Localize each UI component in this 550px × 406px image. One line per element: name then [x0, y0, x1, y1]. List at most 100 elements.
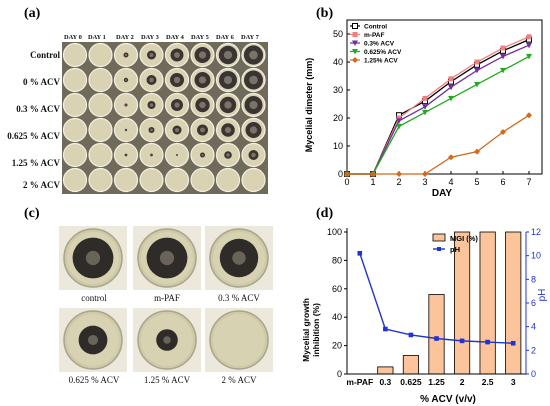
legend-label-mgi: MGI (%): [450, 234, 478, 243]
ph-point: [459, 338, 465, 344]
caption-control: control: [81, 293, 107, 303]
petri-dish: [62, 67, 88, 93]
day-label-4: DAY 4: [166, 34, 184, 41]
x-tick-label: 0.625: [400, 377, 422, 387]
mgi-bar: [428, 294, 445, 375]
data-point: [422, 171, 428, 177]
y2-tick-label: 12: [531, 227, 541, 237]
row-label-control: Control: [30, 50, 60, 60]
day-label-6: DAY 6: [216, 34, 234, 41]
petri-dish: [139, 167, 164, 193]
legend-label: 0.625% ACV: [364, 49, 402, 56]
colony-center: [87, 334, 99, 346]
colony-center: [150, 128, 153, 132]
y-tick-label: 10: [333, 141, 343, 151]
colony-center: [226, 153, 230, 157]
panel-label-a: (a): [24, 6, 41, 21]
ph-point: [485, 339, 490, 345]
data-point: [526, 42, 532, 49]
colony-center: [125, 129, 127, 131]
day-label-1: DAY 1: [88, 34, 106, 41]
x-tick-label: 3: [422, 177, 427, 187]
legend-marker: [352, 57, 358, 63]
colony-center: [85, 250, 101, 266]
chart-d-ylabel-left: Mycelial growthinhibition (%): [301, 298, 321, 362]
petri-dish: [62, 142, 88, 168]
legend-marker: [352, 32, 358, 37]
x-tick-label: 6: [500, 177, 505, 187]
y-tick-label: 20: [333, 113, 343, 123]
inoculum-plug: [150, 153, 153, 157]
data-point: [526, 112, 532, 119]
colony-center: [224, 101, 232, 109]
mgi-ph-chart: Mycelial growthinhibition (%) pH % ACV (…: [301, 227, 548, 405]
colony-center: [163, 336, 171, 344]
row-label-0.3-acv: 0.3 % ACV: [16, 104, 60, 114]
ph-point: [434, 336, 439, 341]
chart-d-xlabel: % ACV (v/v): [420, 394, 476, 405]
petri-dish: [62, 117, 88, 143]
colony-center: [149, 103, 154, 107]
colony-center: [174, 52, 180, 58]
data-point: [500, 45, 506, 51]
x-tick-label: 7: [526, 177, 531, 187]
y-tick-label: 0: [337, 369, 342, 379]
colony-center: [125, 79, 127, 81]
chart-b-ylabel: Mycelial dimeter (mm): [304, 58, 314, 153]
x-tick-label: 0.3: [379, 377, 391, 387]
ph-point: [383, 326, 388, 332]
x-tick-label: 2: [396, 177, 401, 187]
caption-m-paf: m-PAF: [154, 293, 180, 303]
y2-tick-label: 6: [531, 298, 536, 308]
series-line: [347, 44, 530, 175]
x-tick-label: m-PAF: [346, 377, 373, 387]
row-label-0.625-acv: 0.625 % ACV: [7, 131, 60, 141]
data-point: [396, 118, 402, 124]
data-point: [500, 129, 506, 135]
petri-dish: [62, 92, 88, 118]
petri-dish: [62, 167, 88, 193]
colony-center: [174, 127, 180, 133]
colony-center: [223, 75, 233, 85]
y-tick-label: 20: [332, 341, 342, 351]
petri-dish-grid: [62, 42, 268, 194]
petri-dish: [88, 42, 113, 68]
colony-center: [224, 126, 232, 134]
ph-point: [510, 340, 516, 346]
x-tick-label: 1.25: [428, 377, 445, 387]
y-tick-label: 50: [333, 29, 343, 39]
data-point: [344, 171, 350, 177]
panel-label-d: (d): [316, 206, 334, 221]
y-tick-label: 40: [332, 312, 342, 322]
y-tick-label: 0: [338, 169, 343, 179]
colony-center: [232, 251, 246, 265]
caption-2-acv: 2 % ACV: [221, 375, 257, 385]
day-label-3: DAY 3: [141, 34, 159, 41]
petri-dish: [88, 67, 113, 93]
colony-center: [249, 75, 258, 85]
colony-center: [176, 154, 178, 156]
day-label-2: DAY 2: [116, 34, 134, 41]
data-point: [396, 123, 402, 130]
mgi-bar: [377, 366, 394, 375]
data-point: [474, 67, 480, 74]
mgi-bar: [479, 231, 496, 375]
colony-center: [249, 50, 258, 60]
mgi-bar: [402, 355, 419, 375]
data-point: [396, 115, 402, 121]
data-point: [526, 53, 532, 60]
legend-marker-ph: [437, 247, 441, 251]
colony-center: [249, 100, 258, 110]
colony-center: [174, 102, 180, 108]
day-label-7: DAY 7: [241, 34, 259, 41]
plot-frame: [346, 19, 543, 175]
x-tick-label: 2.5: [482, 377, 494, 387]
x-tick-label: 1: [370, 177, 375, 187]
y2-tick-label: 10: [531, 251, 541, 261]
data-point: [474, 59, 480, 65]
colony-center: [200, 127, 205, 133]
y-tick-label: 40: [333, 57, 343, 67]
petri-dish: [88, 117, 113, 143]
colony-center: [159, 250, 175, 266]
panel-label-c: (c): [24, 206, 40, 221]
